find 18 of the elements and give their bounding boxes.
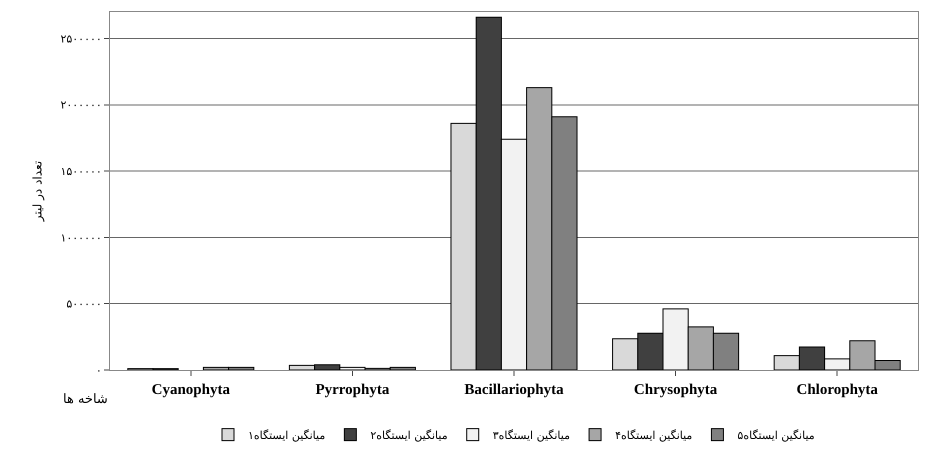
legend-label: میانگین ایستگاه۵ <box>737 428 815 442</box>
x-tick-label: Chlorophyta <box>796 382 878 398</box>
y-tick-label: ۱۵۰۰۰۰۰ <box>60 164 102 178</box>
y-tick-label: ۲۰۰۰۰۰۰ <box>60 98 102 112</box>
y-axis-title: تعداد در لیتر <box>30 160 45 222</box>
legend-label: میانگین ایستگاه۳ <box>492 428 570 442</box>
y-tick-label: ۱۰۰۰۰۰۰ <box>60 231 102 244</box>
legend-label: میانگین ایستگاه۲ <box>370 428 448 442</box>
x-axis-title: شاخه ها <box>63 392 108 407</box>
y-tick-label: ۲۵۰۰۰۰۰ <box>60 32 102 46</box>
x-tick-label: Bacillariophyta <box>464 382 564 398</box>
x-tick-label: Pyrrophyta <box>315 382 390 398</box>
legend-label: میانگین ایستگاه۱ <box>248 428 326 442</box>
y-tick-label: ۰ <box>96 364 102 377</box>
x-tick-label: Cyanophyta <box>152 382 230 398</box>
y-tick-label: ۵۰۰۰۰۰ <box>66 298 102 311</box>
x-tick-label: Chrysophyta <box>634 382 718 398</box>
legend-label: میانگین ایستگاه۴ <box>615 428 692 442</box>
